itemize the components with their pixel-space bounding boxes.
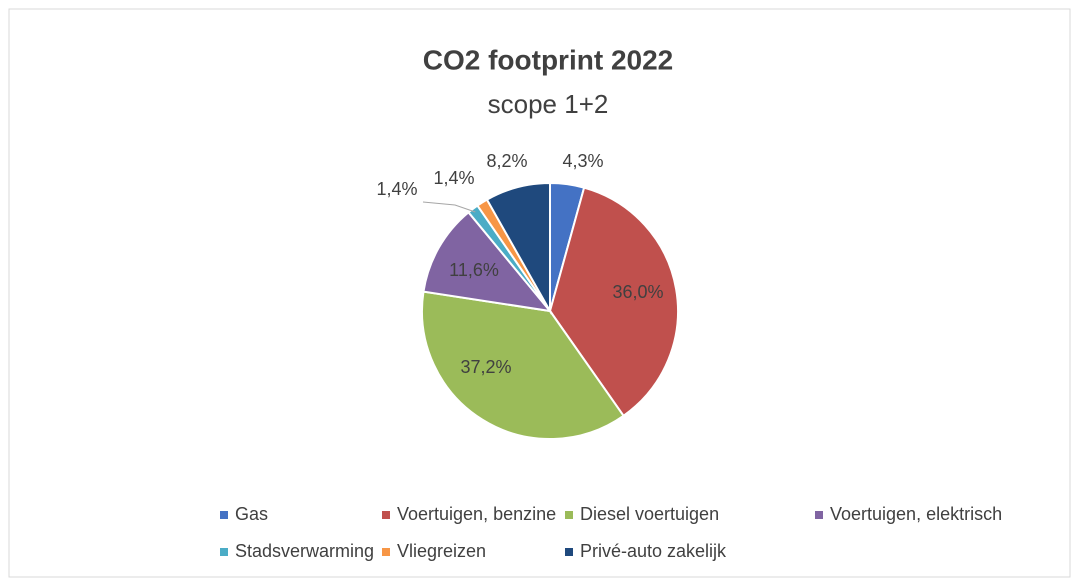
legend-swatch	[565, 548, 573, 556]
data-label: 1,4%	[376, 179, 417, 199]
legend-label: Privé-auto zakelijk	[580, 541, 727, 561]
pie-slice	[485, 181, 551, 315]
legend-label: Voertuigen, elektrisch	[830, 504, 1002, 524]
legend-label: Gas	[235, 504, 268, 524]
legend-swatch	[382, 511, 390, 519]
legend-swatch	[220, 548, 228, 556]
legend-label: Vliegreizen	[397, 541, 486, 561]
data-label: 1,4%	[433, 168, 474, 188]
data-label: 37,2%	[460, 357, 511, 377]
data-label: 8,2%	[486, 151, 527, 171]
legend-swatch	[565, 511, 573, 519]
data-label: 4,3%	[562, 151, 603, 171]
data-label: 36,0%	[612, 282, 663, 302]
chart-subtitle: scope 1+2	[488, 89, 609, 119]
legend-swatch	[815, 511, 823, 519]
data-label: 11,6%	[449, 260, 499, 280]
legend-swatch	[382, 548, 390, 556]
legend-label: Stadsverwarming	[235, 541, 374, 561]
legend-label: Diesel voertuigen	[580, 504, 719, 524]
pie-slice	[422, 210, 553, 313]
pie-slice	[421, 290, 625, 440]
legend-swatch	[220, 511, 228, 519]
chart-title: CO2 footprint 2022	[423, 44, 673, 75]
pie-slice	[548, 186, 679, 418]
legend-label: Voertuigen, benzine	[397, 504, 556, 524]
leader-line	[422, 201, 476, 213]
